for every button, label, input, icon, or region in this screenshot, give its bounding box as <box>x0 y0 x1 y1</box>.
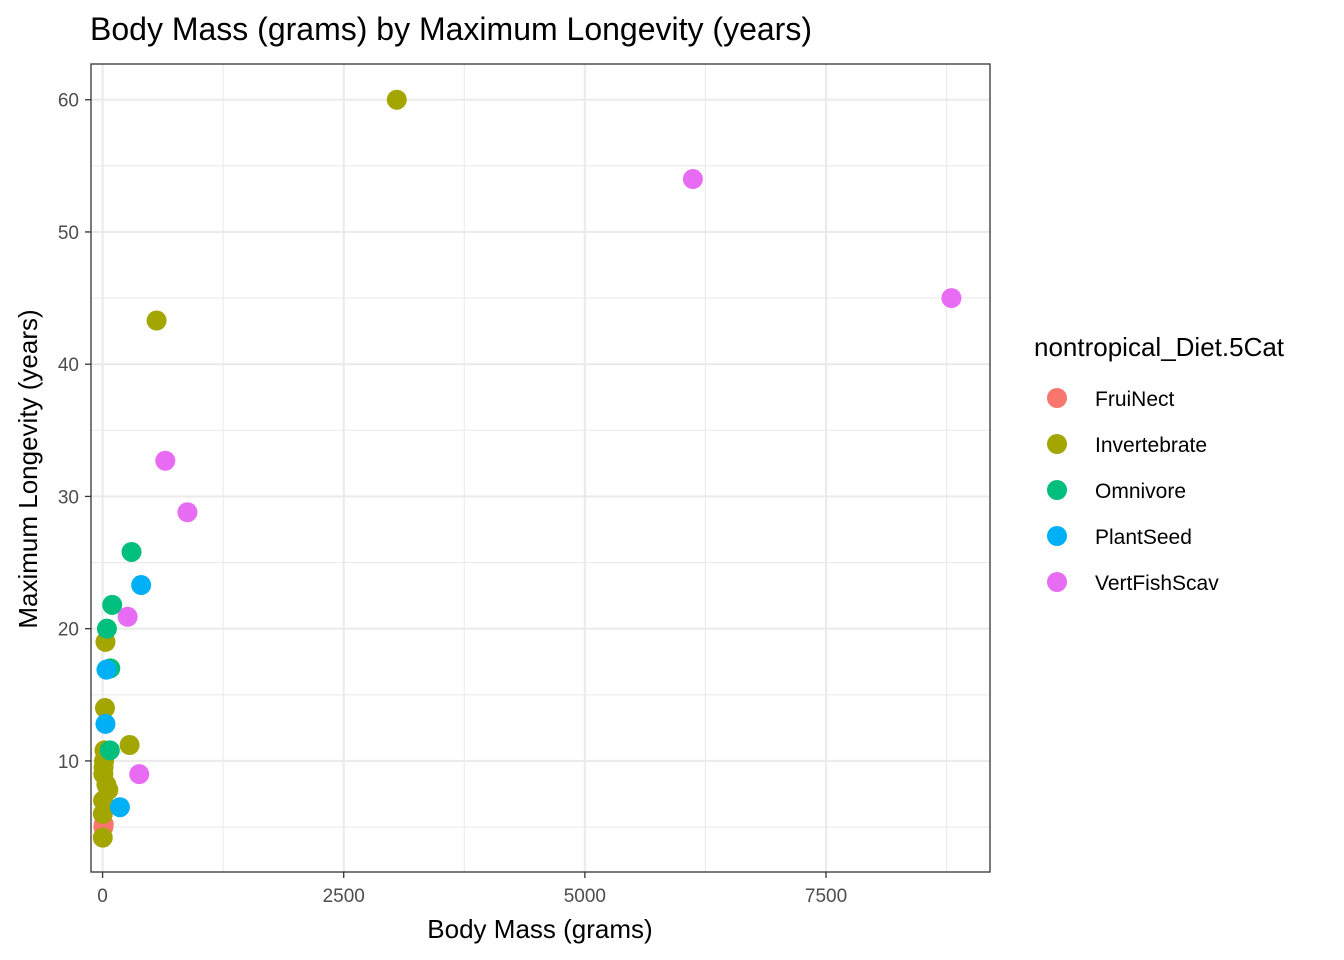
axis-ticks: 0 2500 5000 7500 10 20 30 40 50 60 <box>58 91 847 907</box>
y-tick-label: 10 <box>58 752 79 773</box>
data-point <box>155 450 176 471</box>
x-tick-label: 2500 <box>323 886 365 907</box>
legend-key <box>1047 388 1067 408</box>
data-point <box>99 740 120 761</box>
x-tick-label: 7500 <box>805 886 847 907</box>
y-tick-label: 20 <box>58 620 79 641</box>
y-axis-title: Maximum Longevity (years) <box>13 309 43 628</box>
legend-label: VertFishScav <box>1095 572 1219 595</box>
x-axis-title: Body Mass (grams) <box>427 914 652 944</box>
grid-minor <box>91 64 990 872</box>
data-point <box>96 618 117 639</box>
legend-title: nontropical_Diet.5Cat <box>1034 332 1285 362</box>
data-point <box>92 827 113 848</box>
data-point <box>121 541 142 562</box>
data-point <box>96 659 117 680</box>
chart-title: Body Mass (grams) by Maximum Longevity (… <box>90 11 812 47</box>
y-tick-label: 30 <box>58 487 79 508</box>
data-point <box>941 288 962 309</box>
legend-key <box>1047 526 1067 546</box>
data-point <box>109 797 130 818</box>
data-point <box>95 713 116 734</box>
grid-major <box>91 64 990 872</box>
legend: nontropical_Diet.5Cat FruiNect Invertebra… <box>1034 332 1285 595</box>
y-tick-label: 40 <box>58 355 79 376</box>
data-point <box>386 89 407 110</box>
legend-label: PlantSeed <box>1095 526 1192 549</box>
data-point <box>146 310 167 331</box>
data-point <box>682 169 703 190</box>
legend-key <box>1047 572 1067 592</box>
legend-label: FruiNect <box>1095 388 1175 411</box>
data-points <box>92 89 962 848</box>
data-point <box>102 594 123 615</box>
data-point <box>119 735 140 756</box>
plot-panel-border <box>90 63 991 873</box>
y-tick-label: 60 <box>58 91 79 112</box>
data-point <box>94 698 115 719</box>
data-point <box>92 803 113 824</box>
data-point <box>131 575 152 596</box>
x-tick-label: 0 <box>97 886 108 907</box>
legend-key <box>1047 480 1067 500</box>
legend-label: Invertebrate <box>1095 434 1207 457</box>
data-point <box>177 502 198 523</box>
legend-key <box>1047 434 1067 454</box>
legend-label: Omnivore <box>1095 480 1186 503</box>
y-tick-label: 50 <box>58 223 79 244</box>
data-point <box>117 606 138 627</box>
data-point <box>129 764 150 785</box>
x-tick-label: 5000 <box>564 886 606 907</box>
